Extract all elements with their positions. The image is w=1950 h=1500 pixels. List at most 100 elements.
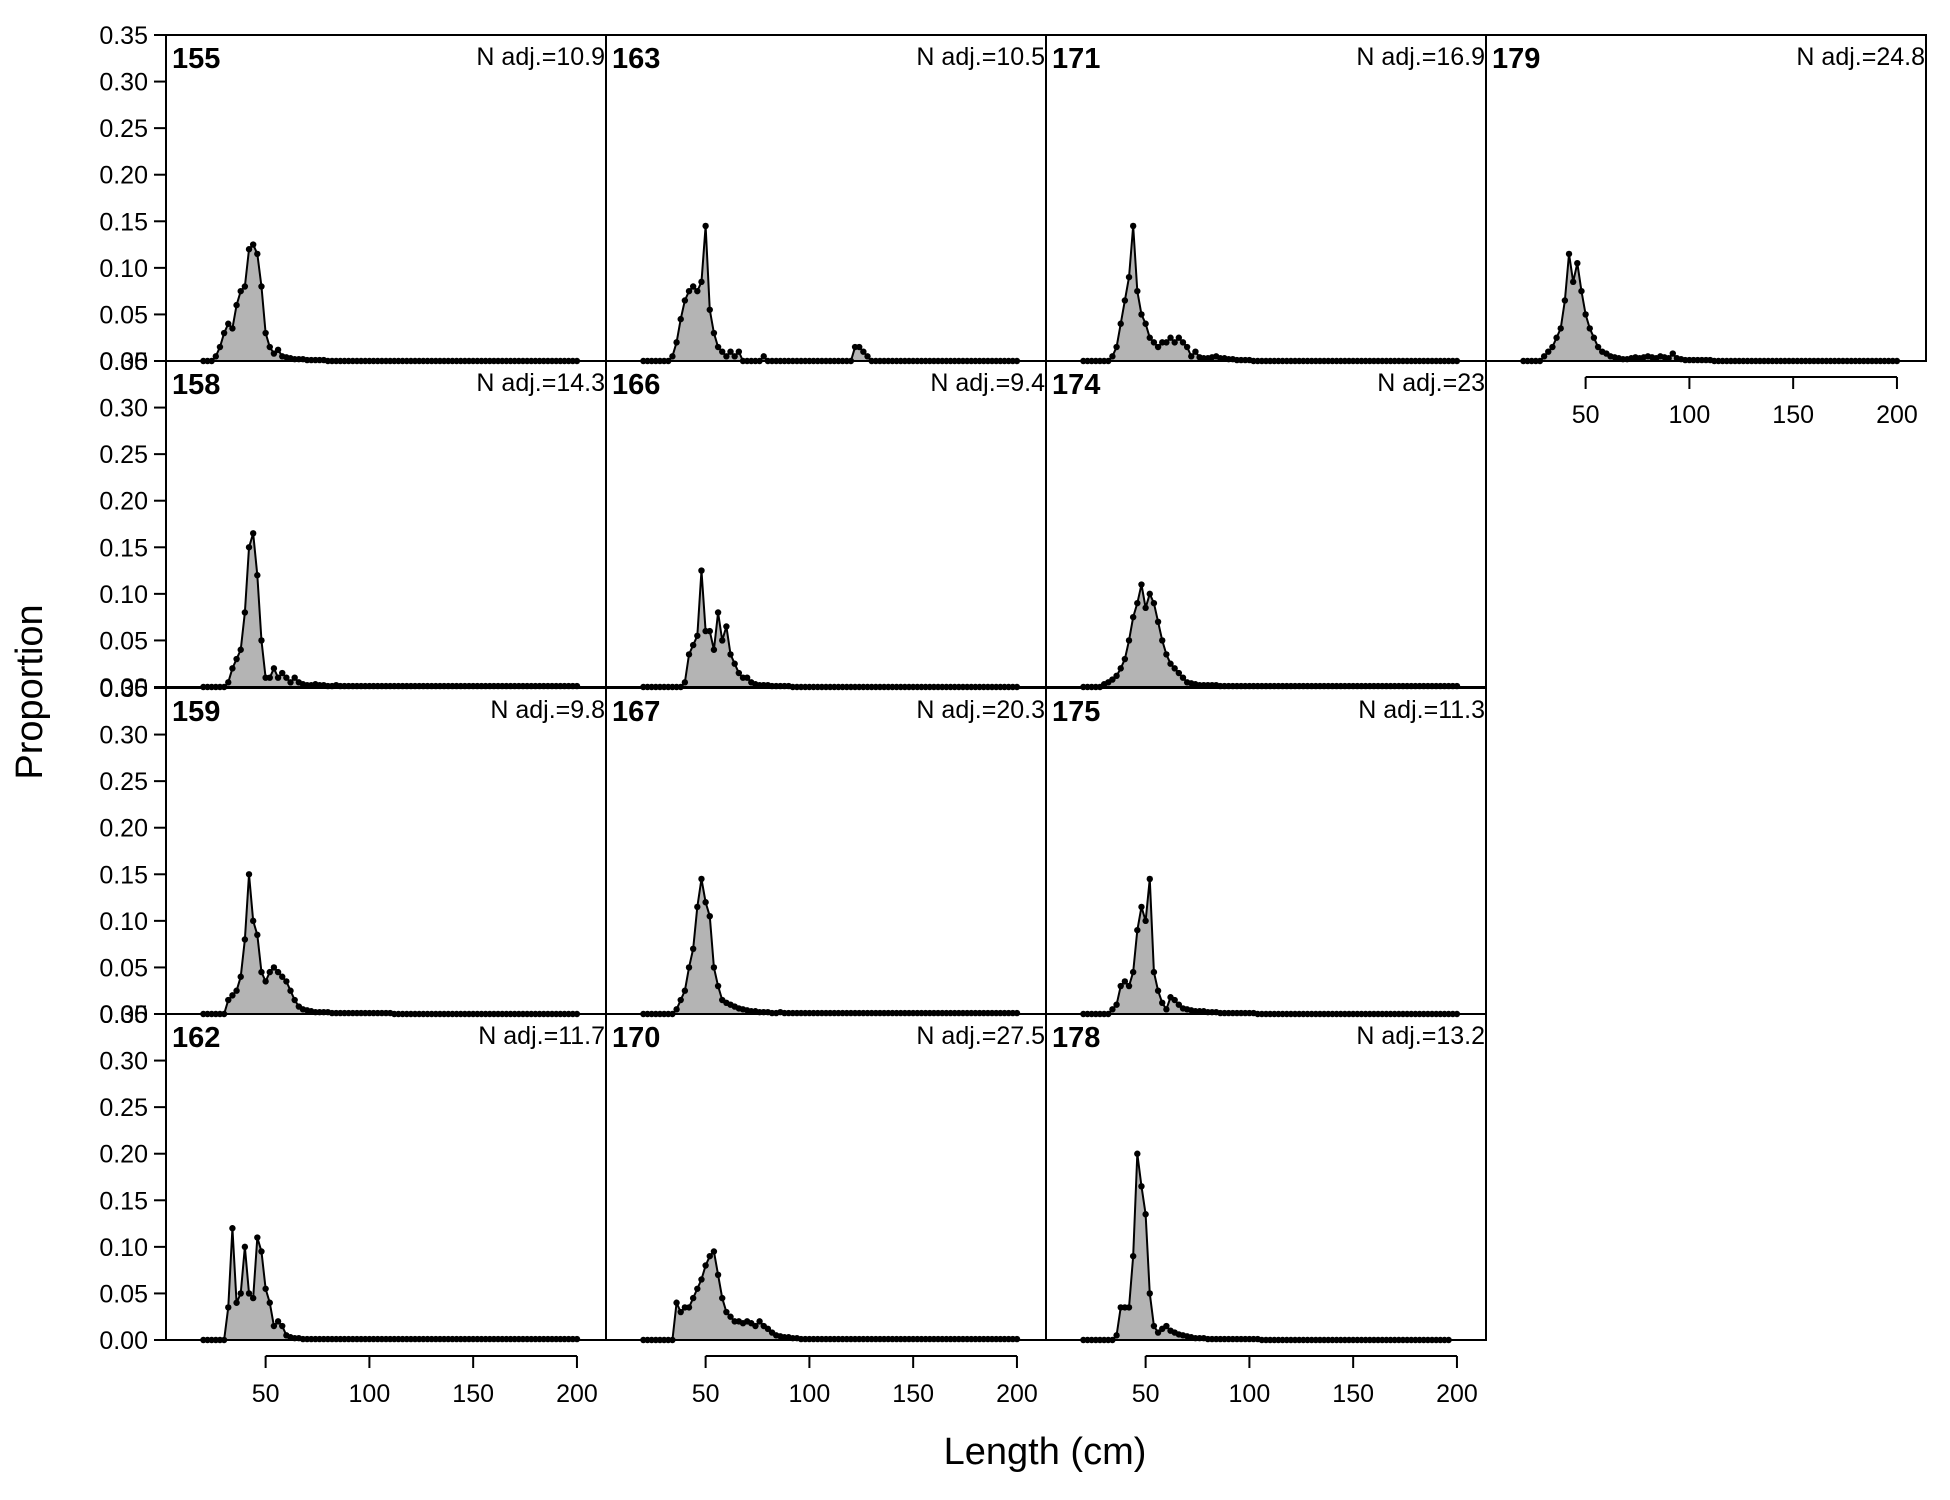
- panel-163-point: [677, 315, 684, 323]
- panel-171-point: [1150, 339, 1158, 346]
- x-tick-label: 200: [556, 1380, 598, 1408]
- panel-170-area: [643, 1251, 1017, 1340]
- y-tick-label: 0.15: [99, 208, 148, 236]
- panel-159-point: [266, 968, 273, 976]
- panel-163-point: [685, 287, 693, 295]
- x-tick-label: 200: [996, 1380, 1038, 1408]
- panel-171: 171 N adj.=16.9: [1045, 34, 1487, 365]
- panel-166-nadj: N adj.=9.4: [930, 369, 1045, 397]
- panel-167-point: [681, 987, 689, 994]
- panel-162-point: [233, 1299, 240, 1306]
- panel-158-nadj: N adj.=14.3: [476, 369, 605, 397]
- x-axis-col-2: 50 100 150 200: [692, 1355, 1038, 1408]
- panel-179: 179 N adj.=24.8: [1485, 34, 1927, 365]
- panel-162-point: [274, 1318, 282, 1325]
- panel-163-frame: [605, 34, 1047, 362]
- panel-159-point: [249, 917, 257, 925]
- y-tick-label: 0.30: [99, 395, 148, 423]
- panel-166-area: [643, 570, 1017, 687]
- panel-175-point: [1125, 982, 1133, 990]
- panel-158-point: [291, 674, 298, 681]
- panel-174-point: [1150, 599, 1158, 607]
- panel-174-point: [1138, 581, 1145, 588]
- panel-174-area: [1083, 584, 1457, 687]
- x-tick-label: 50: [252, 1380, 280, 1408]
- panel-171-point: [1154, 343, 1162, 351]
- panel-171-area: [1083, 225, 1457, 361]
- x-tick-label: 100: [349, 1380, 391, 1408]
- panel-158-point: [249, 530, 257, 537]
- panel-170-point: [752, 1322, 759, 1330]
- panel-163-point: [681, 297, 689, 304]
- panel-166-point: [731, 660, 738, 667]
- y-tick-label: 0.20: [99, 488, 148, 516]
- panel-178-label: 178: [1052, 1022, 1100, 1054]
- panel-170-label: 170: [612, 1022, 660, 1054]
- panel-166-point: [698, 567, 705, 574]
- panel-171-point: [1121, 297, 1129, 304]
- y-tick-label: 0.20: [99, 1141, 148, 1169]
- panel-155-point: [266, 343, 273, 351]
- panel-166-point: [694, 632, 701, 639]
- panel-167-point: [706, 913, 713, 920]
- x-tick-label: 150: [1772, 401, 1814, 429]
- panel-175-point: [1129, 968, 1137, 976]
- x-tick-label: 200: [1436, 1380, 1478, 1408]
- panel-166-point: [714, 609, 722, 616]
- panel-159-point: [291, 996, 298, 1004]
- panel-178-point: [1142, 1211, 1149, 1218]
- panel-174-point: [1142, 604, 1149, 612]
- panel-159-point: [225, 996, 232, 1004]
- panel-170-point: [756, 1318, 763, 1325]
- panel-179-point: [1582, 311, 1589, 318]
- y-tick-label: 0.20: [99, 815, 148, 843]
- panel-159-point: [229, 992, 236, 999]
- panel-166-frame: [605, 360, 1047, 688]
- y-tick-label: 0.05: [99, 627, 148, 655]
- panel-171-point: [1146, 334, 1153, 341]
- panel-167-point: [702, 899, 709, 906]
- panel-155-point: [258, 283, 265, 290]
- panel-170-point: [719, 1294, 726, 1302]
- panel-167-nadj: N adj.=20.3: [916, 696, 1045, 724]
- y-tick-label: 0.05: [99, 954, 148, 982]
- panel-171-point: [1192, 348, 1199, 355]
- panel-175-point: [1154, 987, 1162, 994]
- panel-163-point: [673, 339, 680, 346]
- panel-163-point: [689, 283, 697, 290]
- panel-163-point: [735, 348, 743, 355]
- panel-174: 174 N adj.=23: [1045, 360, 1487, 691]
- panel-171-point: [1117, 320, 1124, 327]
- panel-158-point: [245, 544, 253, 551]
- panel-163-point: [719, 348, 726, 355]
- panel-167-point: [694, 903, 701, 911]
- panel-171-point: [1129, 222, 1137, 230]
- panel-159: 159 N adj.=9.8: [165, 687, 607, 1018]
- panel-174-point: [1134, 599, 1141, 607]
- y-tick-label: 0.10: [99, 255, 148, 283]
- panel-175-point: [1175, 1001, 1183, 1008]
- panel-174-point: [1179, 674, 1187, 681]
- panel-174-point: [1113, 672, 1120, 680]
- panel-158-point: [237, 646, 244, 653]
- panel-167-point: [677, 996, 684, 1004]
- panel-159-point: [233, 987, 240, 994]
- panel-171-point: [1109, 353, 1116, 360]
- y-tick-label: 0.15: [99, 861, 148, 889]
- x-tick-label: 50: [692, 1380, 720, 1408]
- panel-162-point: [249, 1294, 257, 1302]
- panel-175-point: [1171, 996, 1178, 1004]
- panel-162-point: [262, 1285, 269, 1292]
- panel-170-point: [698, 1276, 705, 1283]
- panel-171-point: [1167, 334, 1174, 341]
- panel-171-nadj: N adj.=16.9: [1356, 43, 1485, 71]
- panel-179-point: [1574, 260, 1581, 267]
- panel-158-point: [254, 572, 261, 579]
- panel-179-point: [1557, 325, 1564, 332]
- panel-174-point: [1125, 637, 1133, 644]
- panel-179-point: [1578, 287, 1585, 295]
- panel-159-point: [241, 936, 249, 943]
- panel-159-point: [283, 978, 290, 985]
- panel-170-frame: [605, 1013, 1047, 1341]
